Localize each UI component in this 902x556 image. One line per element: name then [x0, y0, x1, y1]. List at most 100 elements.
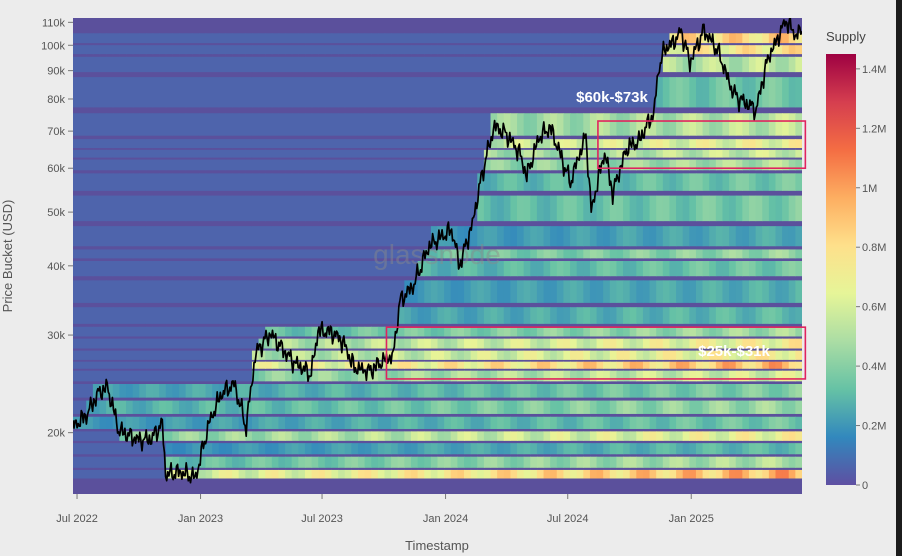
heatmap-cell	[205, 45, 213, 55]
heatmap-cell	[391, 361, 399, 369]
heatmap-cell	[311, 370, 319, 382]
heatmap-cell	[192, 56, 200, 73]
heatmap-cell	[331, 159, 339, 171]
heatmap-cell	[205, 456, 213, 468]
heatmap-cell	[159, 113, 167, 136]
heatmap-cell	[490, 280, 498, 303]
heatmap-cell	[185, 195, 193, 222]
heatmap-cell	[265, 249, 273, 259]
y-tick-label: 30k	[47, 330, 65, 342]
heatmap-cell	[212, 139, 220, 149]
heatmap-cell	[139, 56, 147, 73]
heatmap-cell	[636, 56, 644, 73]
heatmap-cell	[523, 113, 531, 136]
heatmap-cell	[523, 384, 531, 398]
heatmap-cell	[656, 139, 664, 149]
heatmap-cell	[324, 370, 333, 382]
heatmap-cell	[490, 370, 498, 382]
heatmap-cell	[298, 326, 306, 337]
heatmap-cell	[616, 159, 624, 171]
heatmap-cell	[748, 416, 757, 429]
heatmap-cell	[185, 56, 193, 73]
heatmap-cell	[755, 33, 763, 44]
heatmap-cell	[92, 173, 101, 191]
heatmap-cell	[152, 384, 160, 398]
heatmap-cell	[192, 443, 200, 455]
heatmap-cell	[218, 431, 227, 441]
heatmap-cell	[550, 56, 558, 73]
heatmap-cell	[126, 443, 134, 455]
heatmap-cell	[165, 384, 174, 398]
heatmap-cell	[735, 149, 743, 158]
heatmap-cell	[198, 139, 207, 149]
heatmap-cell	[589, 350, 598, 360]
heatmap-cell	[576, 307, 584, 324]
heatmap-cell	[338, 77, 346, 108]
heatmap-cell	[457, 249, 465, 259]
heatmap-cell	[265, 113, 273, 136]
heatmap-cell	[742, 226, 750, 247]
heatmap-cell	[218, 173, 227, 191]
heatmap-cell	[503, 370, 511, 382]
heatmap-cell	[748, 280, 757, 303]
heatmap-cell	[722, 361, 730, 369]
heatmap-cell	[556, 261, 565, 277]
heatmap-cell	[112, 307, 120, 324]
heatmap-cell	[417, 56, 425, 73]
heatmap-cell	[570, 33, 578, 44]
heatmap-cell	[304, 159, 313, 171]
heatmap-cell	[470, 400, 478, 414]
heatmap-cell	[735, 280, 743, 303]
heatmap-cell	[232, 159, 240, 171]
heatmap-cell	[145, 77, 154, 108]
heatmap-cell	[748, 261, 757, 277]
heatmap-cell	[245, 326, 253, 337]
heatmap-cell	[649, 326, 657, 337]
heatmap-cell	[424, 443, 432, 455]
heatmap-cell	[748, 338, 757, 349]
heatmap-cell	[225, 77, 233, 108]
heatmap-cell	[338, 33, 346, 44]
heatmap-cell	[251, 384, 260, 398]
heatmap-cell	[755, 443, 763, 455]
heatmap-cell	[251, 45, 260, 55]
heatmap-cell	[682, 195, 690, 222]
heatmap-cell	[702, 338, 710, 349]
heatmap-cell	[112, 400, 120, 414]
heatmap-cell	[112, 195, 120, 222]
heatmap-cell	[530, 33, 538, 44]
heatmap-cell	[662, 261, 671, 277]
heatmap-cell	[298, 384, 306, 398]
heatmap-cell	[477, 77, 485, 108]
heatmap-cell	[185, 33, 193, 44]
heatmap-cell	[517, 456, 525, 468]
heatmap-cell	[742, 139, 750, 149]
heatmap-cell	[609, 33, 618, 44]
heatmap-cell	[377, 56, 386, 73]
heatmap-cell	[735, 195, 743, 222]
heatmap-cell	[79, 77, 87, 108]
heatmap-cell	[271, 326, 280, 337]
heatmap-cell	[775, 149, 783, 158]
heatmap-cell	[258, 33, 266, 44]
heatmap-cell	[788, 456, 796, 468]
heatmap-cell	[192, 431, 200, 441]
heatmap-cell	[185, 226, 193, 247]
heatmap-cell	[596, 149, 604, 158]
heatmap-cell	[748, 307, 757, 324]
heatmap-cell	[689, 261, 697, 277]
heatmap-cell	[576, 139, 584, 149]
heatmap-cell	[126, 280, 134, 303]
heatmap-cell	[271, 195, 280, 222]
heatmap-cell	[768, 443, 777, 455]
heatmap-cell	[258, 159, 266, 171]
heatmap-cell	[404, 469, 412, 479]
heatmap-cell	[285, 261, 293, 277]
heatmap-cell	[662, 280, 671, 303]
heatmap-cell	[656, 416, 664, 429]
heatmap-cell	[410, 280, 419, 303]
heatmap-cell	[536, 173, 545, 191]
heatmap-cell	[218, 307, 227, 324]
heatmap-cell	[682, 431, 690, 441]
heatmap-cell	[397, 226, 405, 247]
